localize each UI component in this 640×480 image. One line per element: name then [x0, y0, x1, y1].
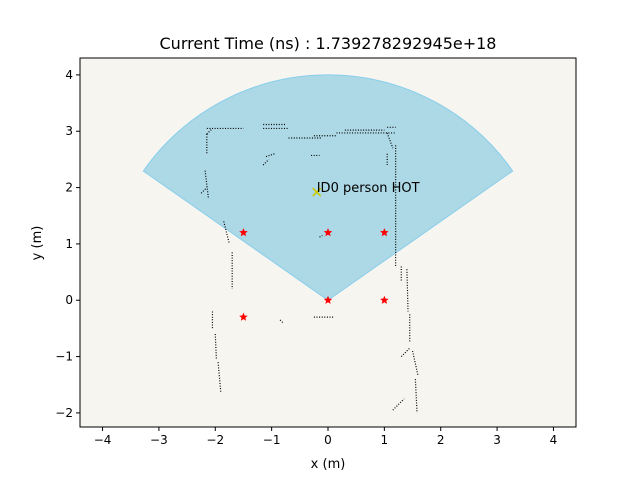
- star-marker: [380, 228, 389, 237]
- x-tick-label: 1: [381, 433, 389, 447]
- waypoint-markers: [239, 228, 389, 321]
- y-tick-label: −2: [55, 406, 73, 420]
- occupancy-segment: [400, 347, 411, 358]
- occupancy-segment: [411, 350, 419, 377]
- x-tick-label: 3: [493, 433, 501, 447]
- occupancy-segment: [279, 319, 284, 324]
- x-tick-label: −1: [263, 433, 281, 447]
- y-axis-ticks: −2 −1 0 1 2 3 4: [55, 68, 80, 420]
- x-tick-label: −3: [150, 433, 168, 447]
- y-tick-label: 0: [65, 293, 73, 307]
- y-tick-label: 2: [65, 181, 73, 195]
- occupancy-segment: [214, 334, 217, 360]
- occupancy-segment: [319, 234, 323, 238]
- plot-content: ID0 person HOT: [142, 74, 514, 413]
- star-marker: [239, 312, 248, 321]
- person-x-marker: [312, 187, 322, 197]
- person-x-stroke: [312, 187, 322, 197]
- star-marker: [323, 228, 333, 237]
- y-axis-label: y (m): [30, 226, 45, 261]
- x-axis-ticks: −4 −3 −2 −1 0 1 2 3 4: [94, 427, 558, 447]
- star-marker: [323, 295, 333, 304]
- occupancy-segment: [386, 132, 394, 149]
- x-tick-label: 2: [437, 433, 445, 447]
- y-tick-label: 3: [65, 124, 73, 138]
- person-label: ID0 person HOT: [317, 181, 420, 196]
- occupancy-map: [200, 123, 419, 413]
- x-tick-label: −4: [94, 433, 112, 447]
- sensor-fov-sector: [142, 74, 514, 301]
- y-tick-label: 4: [65, 68, 73, 82]
- occupancy-segment: [392, 398, 405, 411]
- star-marker: [380, 295, 389, 304]
- person-detection: ID0 person HOT: [312, 181, 420, 197]
- occupancy-segment: [406, 269, 409, 312]
- y-tick-label: 1: [65, 237, 73, 251]
- chart-title: Current Time (ns) : 1.739278292945e+18: [160, 34, 497, 53]
- x-axis-label: x (m): [311, 457, 346, 472]
- occupancy-segment: [204, 170, 210, 199]
- x-tick-label: 0: [324, 433, 332, 447]
- star-marker: [239, 228, 248, 237]
- x-tick-label: −2: [206, 433, 224, 447]
- y-tick-label: −1: [55, 350, 73, 364]
- occupancy-segment: [414, 379, 418, 413]
- x-tick-label: 4: [550, 433, 558, 447]
